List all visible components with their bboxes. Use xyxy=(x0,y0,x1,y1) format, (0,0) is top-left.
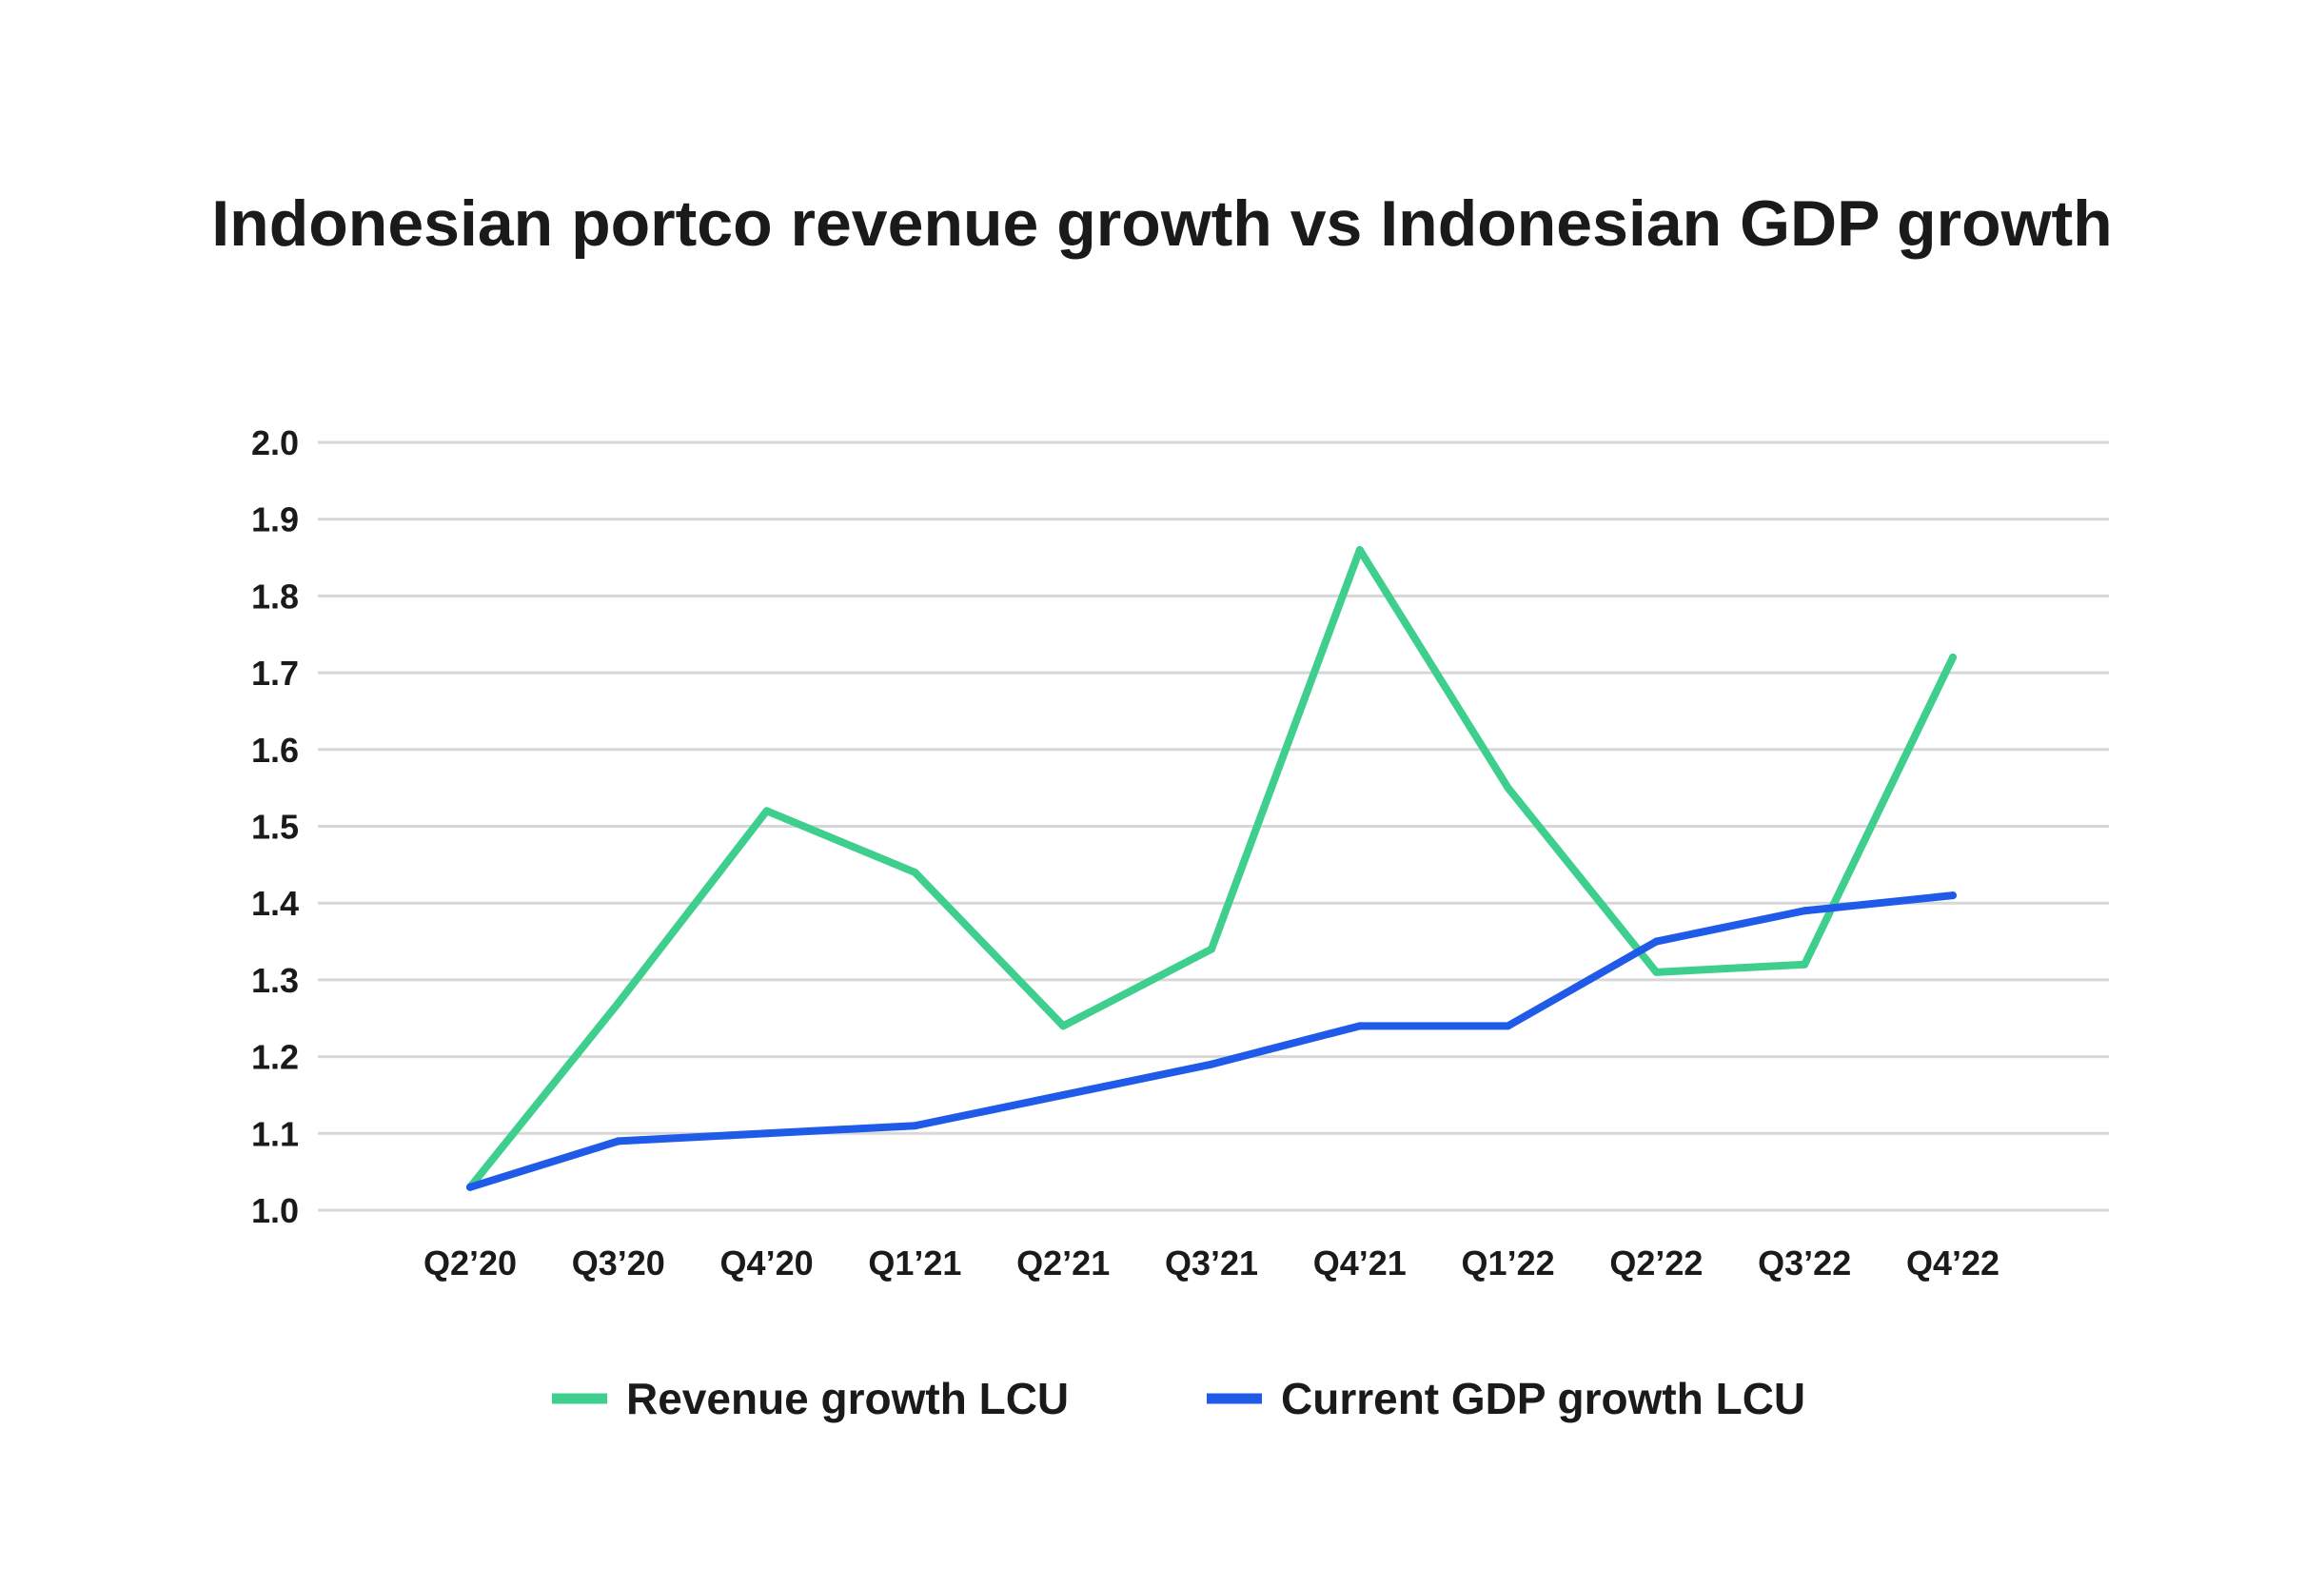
x-tick-label: Q2’20 xyxy=(423,1243,517,1283)
x-tick-label: Q3’20 xyxy=(572,1243,665,1283)
data-point xyxy=(1059,1090,1068,1099)
legend-label: Revenue growth LCU xyxy=(626,1374,1069,1423)
data-point xyxy=(911,1122,919,1130)
legend: Revenue growth LCU Current GDP growth LCU xyxy=(552,1374,1805,1423)
data-point xyxy=(1949,891,1957,900)
x-tick-label: Q2’22 xyxy=(1609,1243,1703,1283)
x-tick-label: Q4’20 xyxy=(720,1243,814,1283)
data-point xyxy=(1208,945,1215,953)
data-point xyxy=(762,1129,771,1138)
y-axis-tick-labels: 1.0 1.1 1.2 1.3 1.4 1.5 1.6 1.7 1.8 1.9 2.0 xyxy=(251,423,299,1230)
series-layer xyxy=(466,545,1957,1191)
data-point xyxy=(614,1137,622,1145)
y-tick-label: 1.0 xyxy=(251,1191,299,1230)
x-tick-label: Q3’22 xyxy=(1758,1243,1851,1283)
y-tick-label: 2.0 xyxy=(251,423,299,462)
data-point xyxy=(1652,968,1661,976)
data-point xyxy=(1504,1022,1512,1030)
legend-label: Current GDP growth LCU xyxy=(1281,1374,1805,1423)
data-point xyxy=(1652,937,1661,946)
data-point xyxy=(1801,960,1809,969)
data-point xyxy=(1059,1022,1068,1030)
y-tick-label: 1.7 xyxy=(251,654,299,693)
x-tick-label: Q1’22 xyxy=(1462,1243,1555,1283)
x-tick-label: Q1’21 xyxy=(868,1243,961,1283)
data-point xyxy=(1208,1060,1215,1068)
y-tick-label: 1.2 xyxy=(251,1038,299,1077)
data-point xyxy=(762,807,771,815)
y-tick-label: 1.1 xyxy=(251,1114,299,1153)
y-tick-label: 1.9 xyxy=(251,500,299,539)
x-tick-label: Q4’22 xyxy=(1906,1243,1999,1283)
x-tick-label: Q4’21 xyxy=(1313,1243,1407,1283)
data-point xyxy=(1355,1022,1364,1030)
x-tick-label: Q3’21 xyxy=(1165,1243,1258,1283)
data-point xyxy=(1949,653,1957,661)
y-tick-label: 1.3 xyxy=(251,961,299,1000)
series-line-revenue-growth xyxy=(466,545,1957,1191)
data-point xyxy=(466,1183,474,1191)
chart-title: Indonesian portco revenue growth vs Indo… xyxy=(211,187,2112,260)
grid-layer xyxy=(318,441,2109,1212)
y-tick-label: 1.8 xyxy=(251,577,299,616)
data-point xyxy=(1355,545,1364,554)
x-axis-tick-labels: Q2’20 Q3’20 Q4’20 Q1’21 Q2’21 Q3’21 Q4’21 Q1’22… xyxy=(423,1243,1999,1283)
data-point xyxy=(1504,784,1512,793)
y-tick-label: 1.6 xyxy=(251,731,299,770)
data-point xyxy=(911,868,919,876)
data-point xyxy=(614,999,622,1008)
x-tick-label: Q2’21 xyxy=(1016,1243,1110,1283)
y-tick-label: 1.4 xyxy=(251,884,299,923)
y-tick-label: 1.5 xyxy=(251,808,299,847)
data-point xyxy=(1801,907,1809,915)
